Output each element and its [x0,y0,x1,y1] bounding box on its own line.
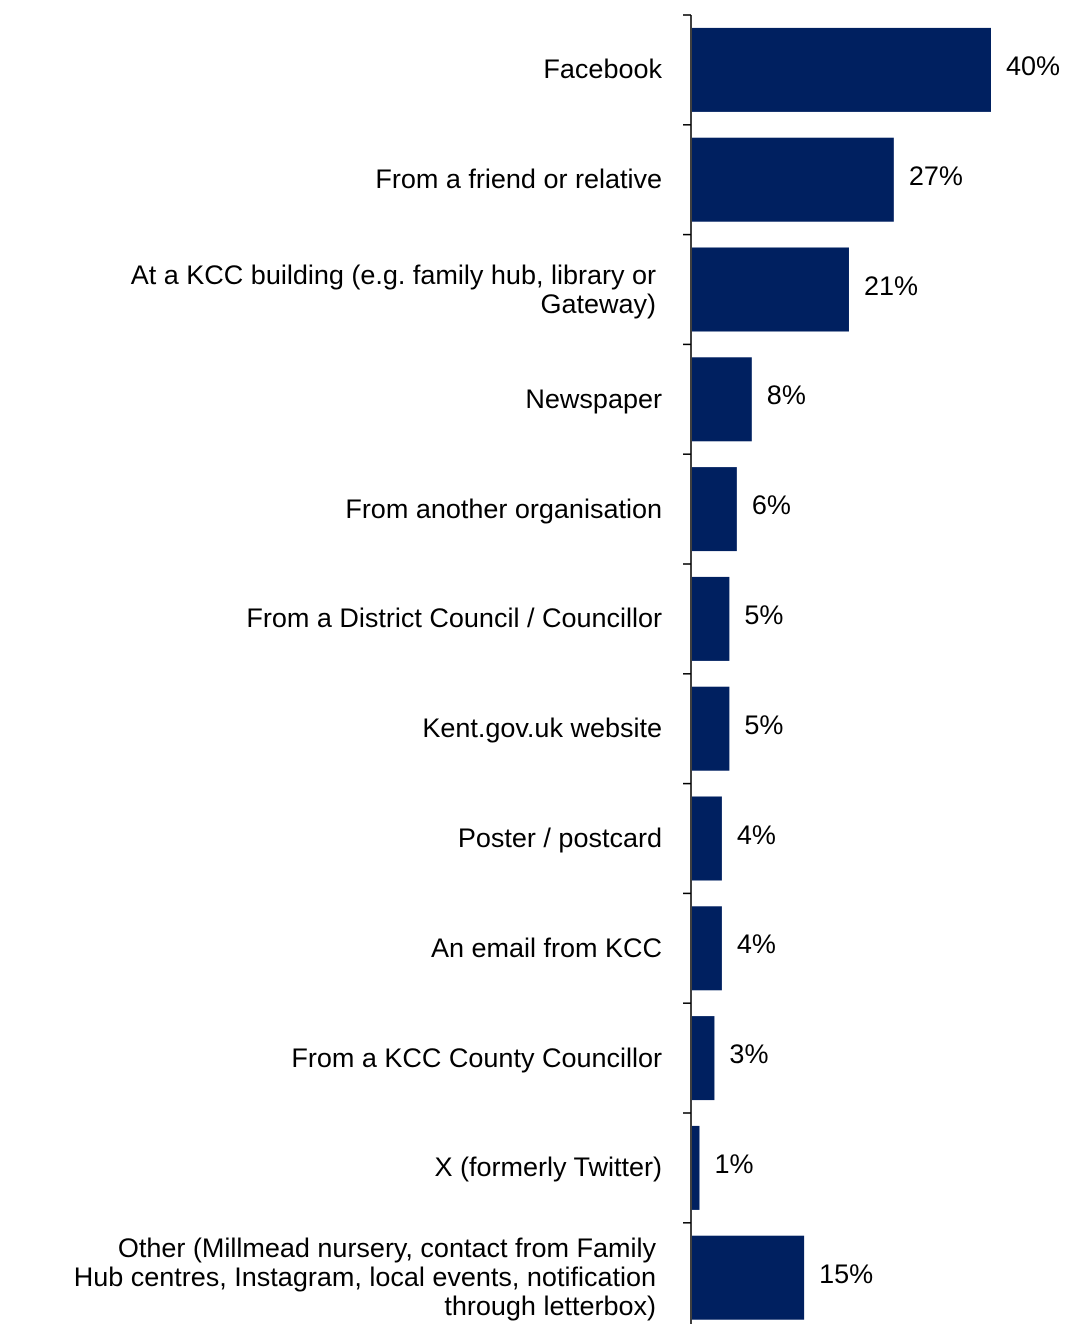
data-label: 5% [744,709,784,740]
bar [692,27,991,112]
category-label: At a KCC building (e.g. family hub, libr… [130,259,656,319]
bar [692,247,849,332]
bar [692,906,722,991]
data-label: 21% [863,270,919,301]
data-label: 5% [744,599,784,630]
bar [692,1125,700,1210]
category-label: X (formerly Twitter) [434,1152,662,1183]
category-label: From a KCC County Councillor [291,1042,662,1073]
category-label: Poster / postcard [457,823,662,853]
category-label: Facebook [543,54,662,85]
bar [692,576,730,661]
data-label: 4% [736,929,776,960]
category-label: From a District Council / Councillor [246,603,662,634]
category-label: Newspaper [525,383,662,414]
category-label: From a friend or relative [375,164,662,195]
bar [692,1235,805,1320]
data-label: 1% [714,1148,754,1179]
bar [692,686,730,771]
category-label: Kent.gov.uk website [422,713,662,744]
data-label: 6% [751,490,791,521]
category-label: An email from KCC [430,932,662,963]
data-label: 27% [908,160,963,191]
bar [692,796,722,881]
bar [692,137,894,222]
category-label: From another organisation [345,493,662,524]
data-label: 40% [1006,50,1061,81]
bar [692,357,752,442]
category-label: Other (Millmead nursery, contact from Fa… [73,1233,656,1322]
bar [692,1016,715,1101]
data-label: 4% [736,819,776,850]
data-label: 15% [819,1258,874,1289]
data-label: 3% [729,1039,769,1070]
data-label: 8% [766,380,806,411]
bar [692,467,737,552]
